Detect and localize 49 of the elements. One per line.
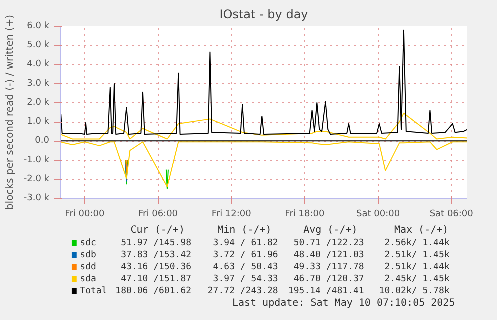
text: Cur (-/+) — [130, 225, 185, 236]
x-tick-label: Fri 12:00 — [212, 210, 252, 220]
text: 49.33 /117.78 — [294, 262, 364, 272]
y-tick-label: -1.0 k — [24, 155, 50, 166]
text: 195.14 /481.41 — [288, 286, 364, 296]
y-tick-label: 3.0 k — [27, 78, 50, 89]
legend-label: sda — [80, 274, 96, 284]
text: 37.83 /153.42 — [121, 250, 192, 260]
text: Max (-/+) — [394, 225, 449, 236]
text: 2.56k/ 1.44k — [384, 238, 450, 248]
y-tick-label: -2.0 k — [24, 174, 50, 184]
text: 3.94 / 61.82 — [213, 238, 278, 248]
text: 10.02k/ 5.78k — [379, 286, 450, 296]
y-axis-title: blocks per second read (-) / written (+) — [4, 14, 16, 210]
x-tick-label: Fri 00:00 — [65, 210, 105, 220]
y-tick-label: 2.0 k — [27, 98, 50, 108]
x-tick-label: Sat 06:00 — [430, 210, 474, 220]
text: 180.06 /601.62 — [116, 286, 192, 296]
text: 2.45k/ 1.45k — [384, 274, 450, 284]
x-tick-label: Fri 18:00 — [285, 210, 325, 220]
y-tick-label: 0.0 — [35, 136, 50, 146]
text: 3.72 / 61.96 — [213, 250, 278, 260]
text: Avg (-/+) — [304, 225, 358, 236]
x-tick-label: Fri 06:00 — [138, 210, 178, 220]
text: Min (-/+) — [218, 225, 272, 236]
y-tick-label: 5.0 k — [27, 40, 50, 51]
legend-label: sdb — [80, 250, 96, 260]
chart-title: IOstat - by day — [220, 8, 308, 22]
text: 27.72 /243.28 — [208, 286, 278, 296]
text: 2.51k/ 1.44k — [384, 262, 450, 272]
line-series — [60, 30, 468, 135]
legend-label: sdd — [80, 262, 96, 272]
text: 4.63 / 50.43 — [213, 262, 278, 272]
text: 47.10 /151.87 — [121, 274, 192, 284]
x-tick-label: Sat 00:00 — [356, 210, 400, 220]
legend-label: sdc — [80, 238, 96, 248]
text: 3.97 / 54.33 — [213, 274, 278, 284]
text: 43.16 /150.36 — [121, 262, 192, 272]
y-tick-label: 6.0 k — [27, 22, 50, 32]
y-tick-label: 1.0 k — [27, 117, 50, 128]
y-tick-label: -3.0 k — [24, 194, 50, 204]
legend-label: Total — [80, 286, 108, 296]
text: 48.40 /121.03 — [294, 250, 364, 260]
y-tick-label: 4.0 k — [27, 60, 50, 70]
text: 50.71 /122.23 — [294, 238, 364, 248]
text: 2.51k/ 1.45k — [384, 250, 450, 260]
text: 51.97 /145.98 — [121, 238, 192, 248]
text: 46.70 /120.37 — [294, 274, 364, 284]
text: Last update: Sat May 10 07:10:05 2025 — [232, 298, 456, 309]
